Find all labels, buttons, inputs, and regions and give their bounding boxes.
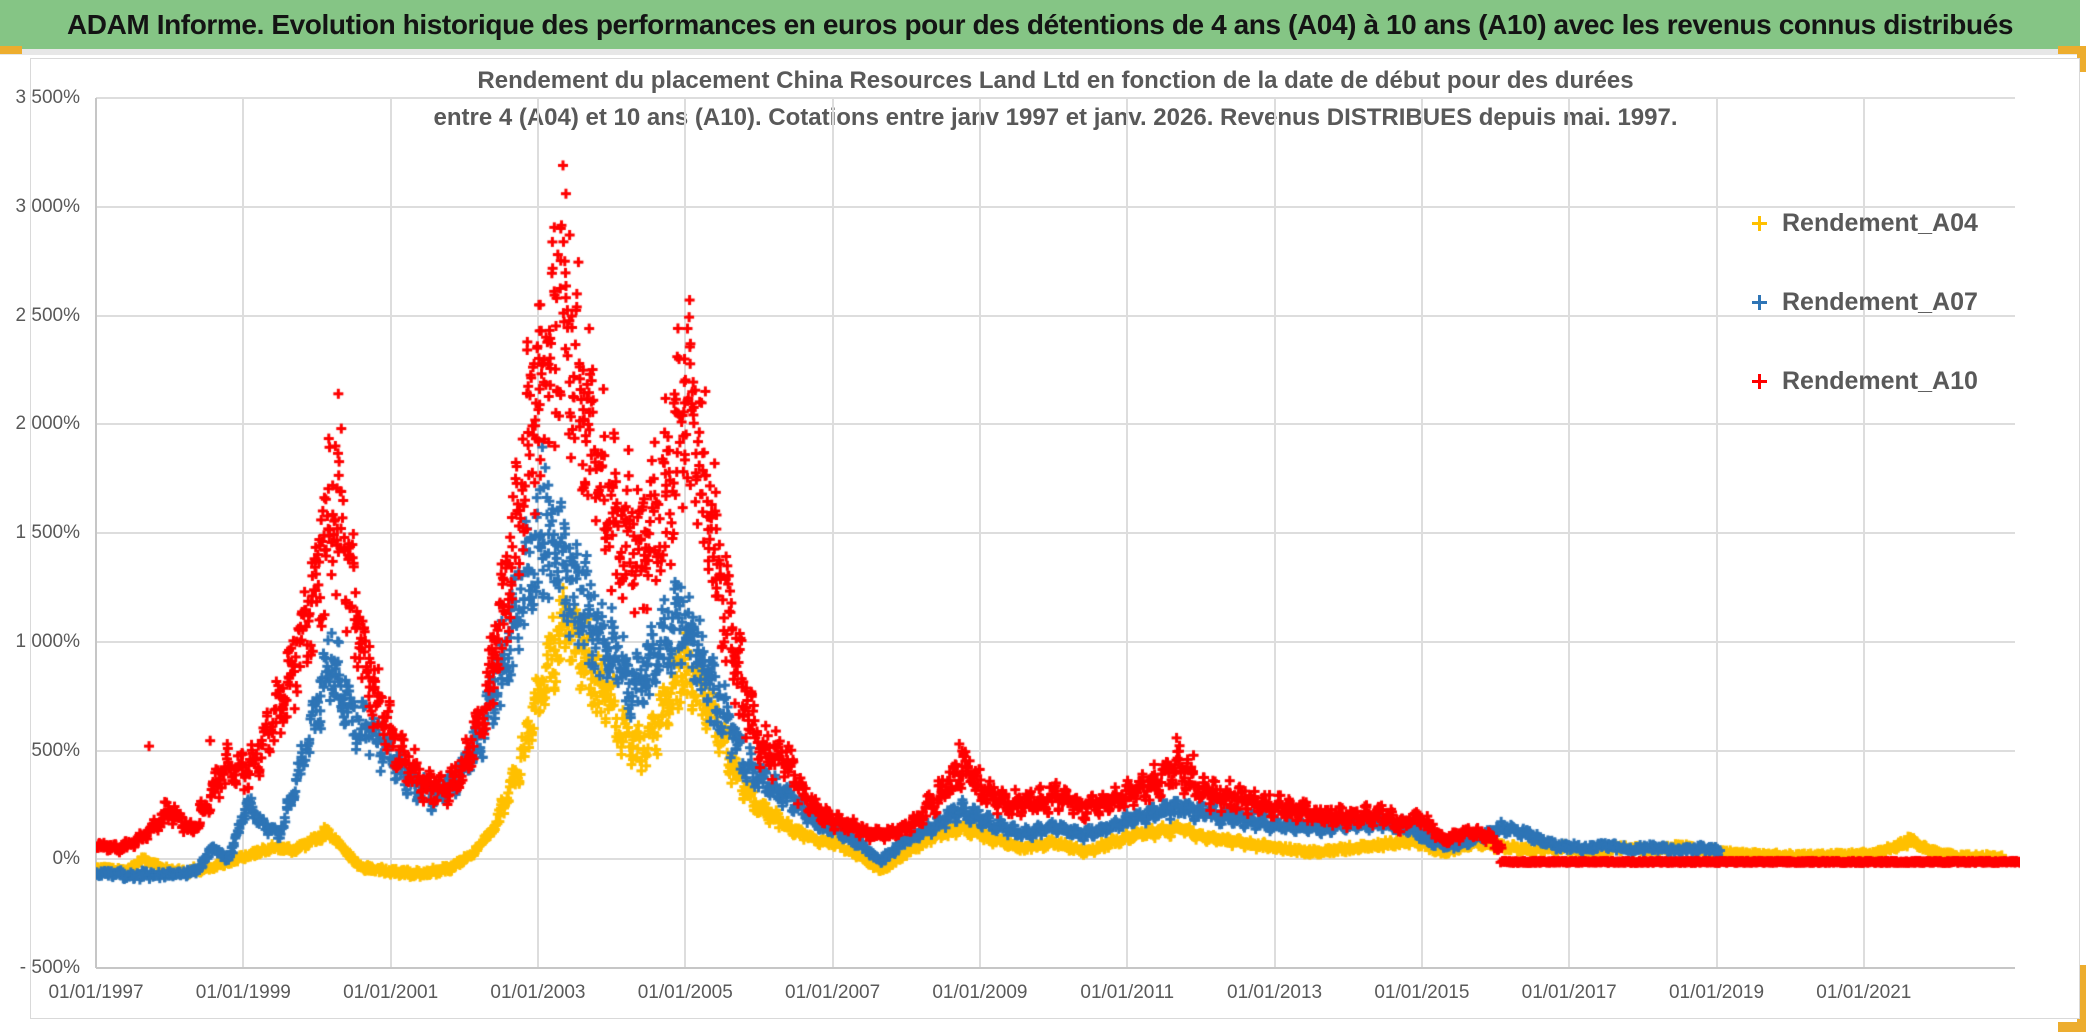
legend-entry-rendement_a10: Rendement_A10	[1752, 359, 1978, 403]
legend-label: Rendement_A04	[1782, 208, 1978, 237]
y-tick-label: 1 000%	[15, 630, 80, 652]
header-banner: ADAM Informe. Evolution historique des p…	[0, 0, 2080, 49]
x-tick-label: 01/01/2019	[1668, 982, 1765, 1003]
x-tick-label: 01/01/2005	[637, 982, 733, 1003]
x-tick-label: 01/01/2013	[1227, 982, 1323, 1003]
gold-accent-bottom-right-h	[2058, 1022, 2086, 1032]
y-tick-label: 0%	[52, 848, 80, 870]
gold-accent-top-right-v	[2077, 46, 2086, 72]
x-tick-label: 01/01/2009	[932, 982, 1028, 1003]
y-tick-label: 2 000%	[15, 413, 80, 435]
gold-accent-bottom-right-v	[2077, 965, 2086, 1032]
x-tick-label: 01/01/2001	[343, 982, 439, 1003]
y-tick-label: - 500%	[19, 957, 80, 978]
x-tick-label: 01/01/2021	[1816, 982, 1912, 1003]
legend-label: Rendement_A10	[1782, 366, 1978, 395]
banner-underline	[0, 49, 2086, 55]
x-tick-label: 01/01/2017	[1521, 982, 1617, 1003]
legend-label: Rendement_A07	[1782, 287, 1978, 316]
x-tick-label: 01/01/1997	[48, 982, 144, 1003]
legend-entry-rendement_a07: Rendement_A07	[1752, 280, 1978, 324]
scatter-plot-canvas	[96, 98, 2020, 970]
gold-accent-top-right-h	[2058, 46, 2086, 54]
y-tick-label: 3 000%	[15, 195, 80, 217]
y-tick-label: 1 500%	[15, 522, 80, 543]
chart-title-line1: Rendement du placement China Resources L…	[477, 67, 1634, 94]
legend-plus-marker-icon	[1752, 215, 1767, 231]
y-tick-label: 500%	[31, 739, 80, 761]
legend-plus-marker-icon	[1752, 294, 1767, 310]
y-tick-label: 2 500%	[15, 304, 80, 326]
x-tick-label: 01/01/2003	[490, 982, 586, 1003]
x-tick-label: 01/01/2007	[785, 982, 881, 1003]
y-tick-label: 3 500%	[15, 87, 80, 108]
gold-accent-top-left	[0, 46, 22, 54]
legend-plus-marker-icon	[1752, 373, 1767, 389]
x-tick-label: 01/01/2015	[1374, 982, 1470, 1003]
legend-entry-rendement_a04: Rendement_A04	[1752, 201, 1978, 245]
x-tick-label: 01/01/2011	[1080, 982, 1175, 1003]
x-tick-label: 01/01/1999	[195, 982, 291, 1003]
banner-title: ADAM Informe. Evolution historique des p…	[66, 8, 2014, 40]
